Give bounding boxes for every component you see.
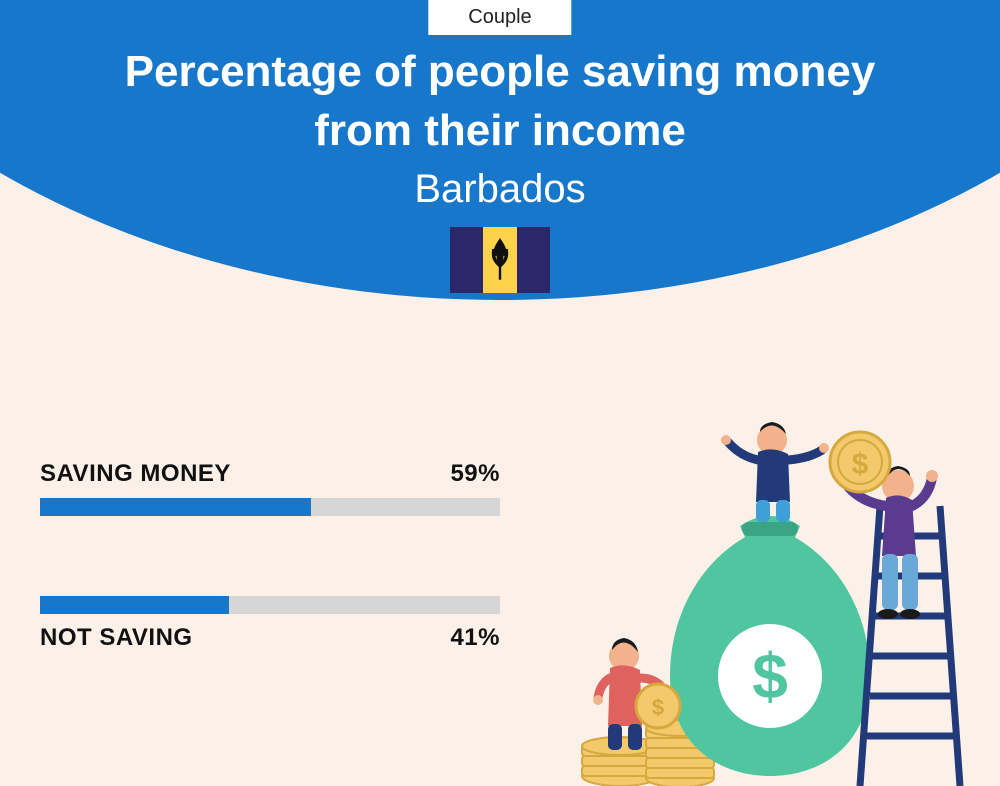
country-flag bbox=[450, 227, 550, 293]
bar-fill bbox=[40, 596, 229, 614]
page-subtitle: Barbados bbox=[0, 167, 1000, 212]
coin-icon: $ bbox=[636, 684, 680, 728]
flag-stripe-right bbox=[517, 227, 550, 293]
flag-stripe-center bbox=[483, 227, 516, 293]
trident-icon bbox=[489, 238, 511, 282]
bar-label: NOT SAVING bbox=[40, 624, 193, 652]
bar-track bbox=[40, 498, 500, 516]
title-block: Percentage of people saving money from t… bbox=[0, 42, 1000, 212]
bar-value: 41% bbox=[450, 624, 500, 652]
page-title-line2: from their income bbox=[0, 101, 1000, 160]
savings-illustration: $ $ bbox=[560, 406, 980, 786]
bar-chart: SAVING MONEY 59% NOT SAVING 41% bbox=[40, 460, 500, 732]
coin-icon: $ bbox=[830, 432, 890, 492]
bar-row-not-saving: NOT SAVING 41% bbox=[40, 596, 500, 652]
bar-row-saving: SAVING MONEY 59% bbox=[40, 460, 500, 516]
bar-value: 59% bbox=[450, 460, 500, 488]
category-badge: Couple bbox=[428, 0, 571, 35]
category-badge-label: Couple bbox=[468, 6, 531, 28]
svg-text:$: $ bbox=[752, 640, 788, 712]
flag-stripe-left bbox=[450, 227, 483, 293]
bar-label: SAVING MONEY bbox=[40, 460, 231, 488]
svg-text:$: $ bbox=[652, 695, 664, 720]
bar-fill bbox=[40, 498, 311, 516]
money-bag-icon: $ bbox=[670, 516, 870, 776]
page-title-line1: Percentage of people saving money bbox=[0, 42, 1000, 101]
svg-text:$: $ bbox=[852, 448, 869, 481]
bar-track bbox=[40, 596, 500, 614]
person-top bbox=[721, 422, 829, 522]
